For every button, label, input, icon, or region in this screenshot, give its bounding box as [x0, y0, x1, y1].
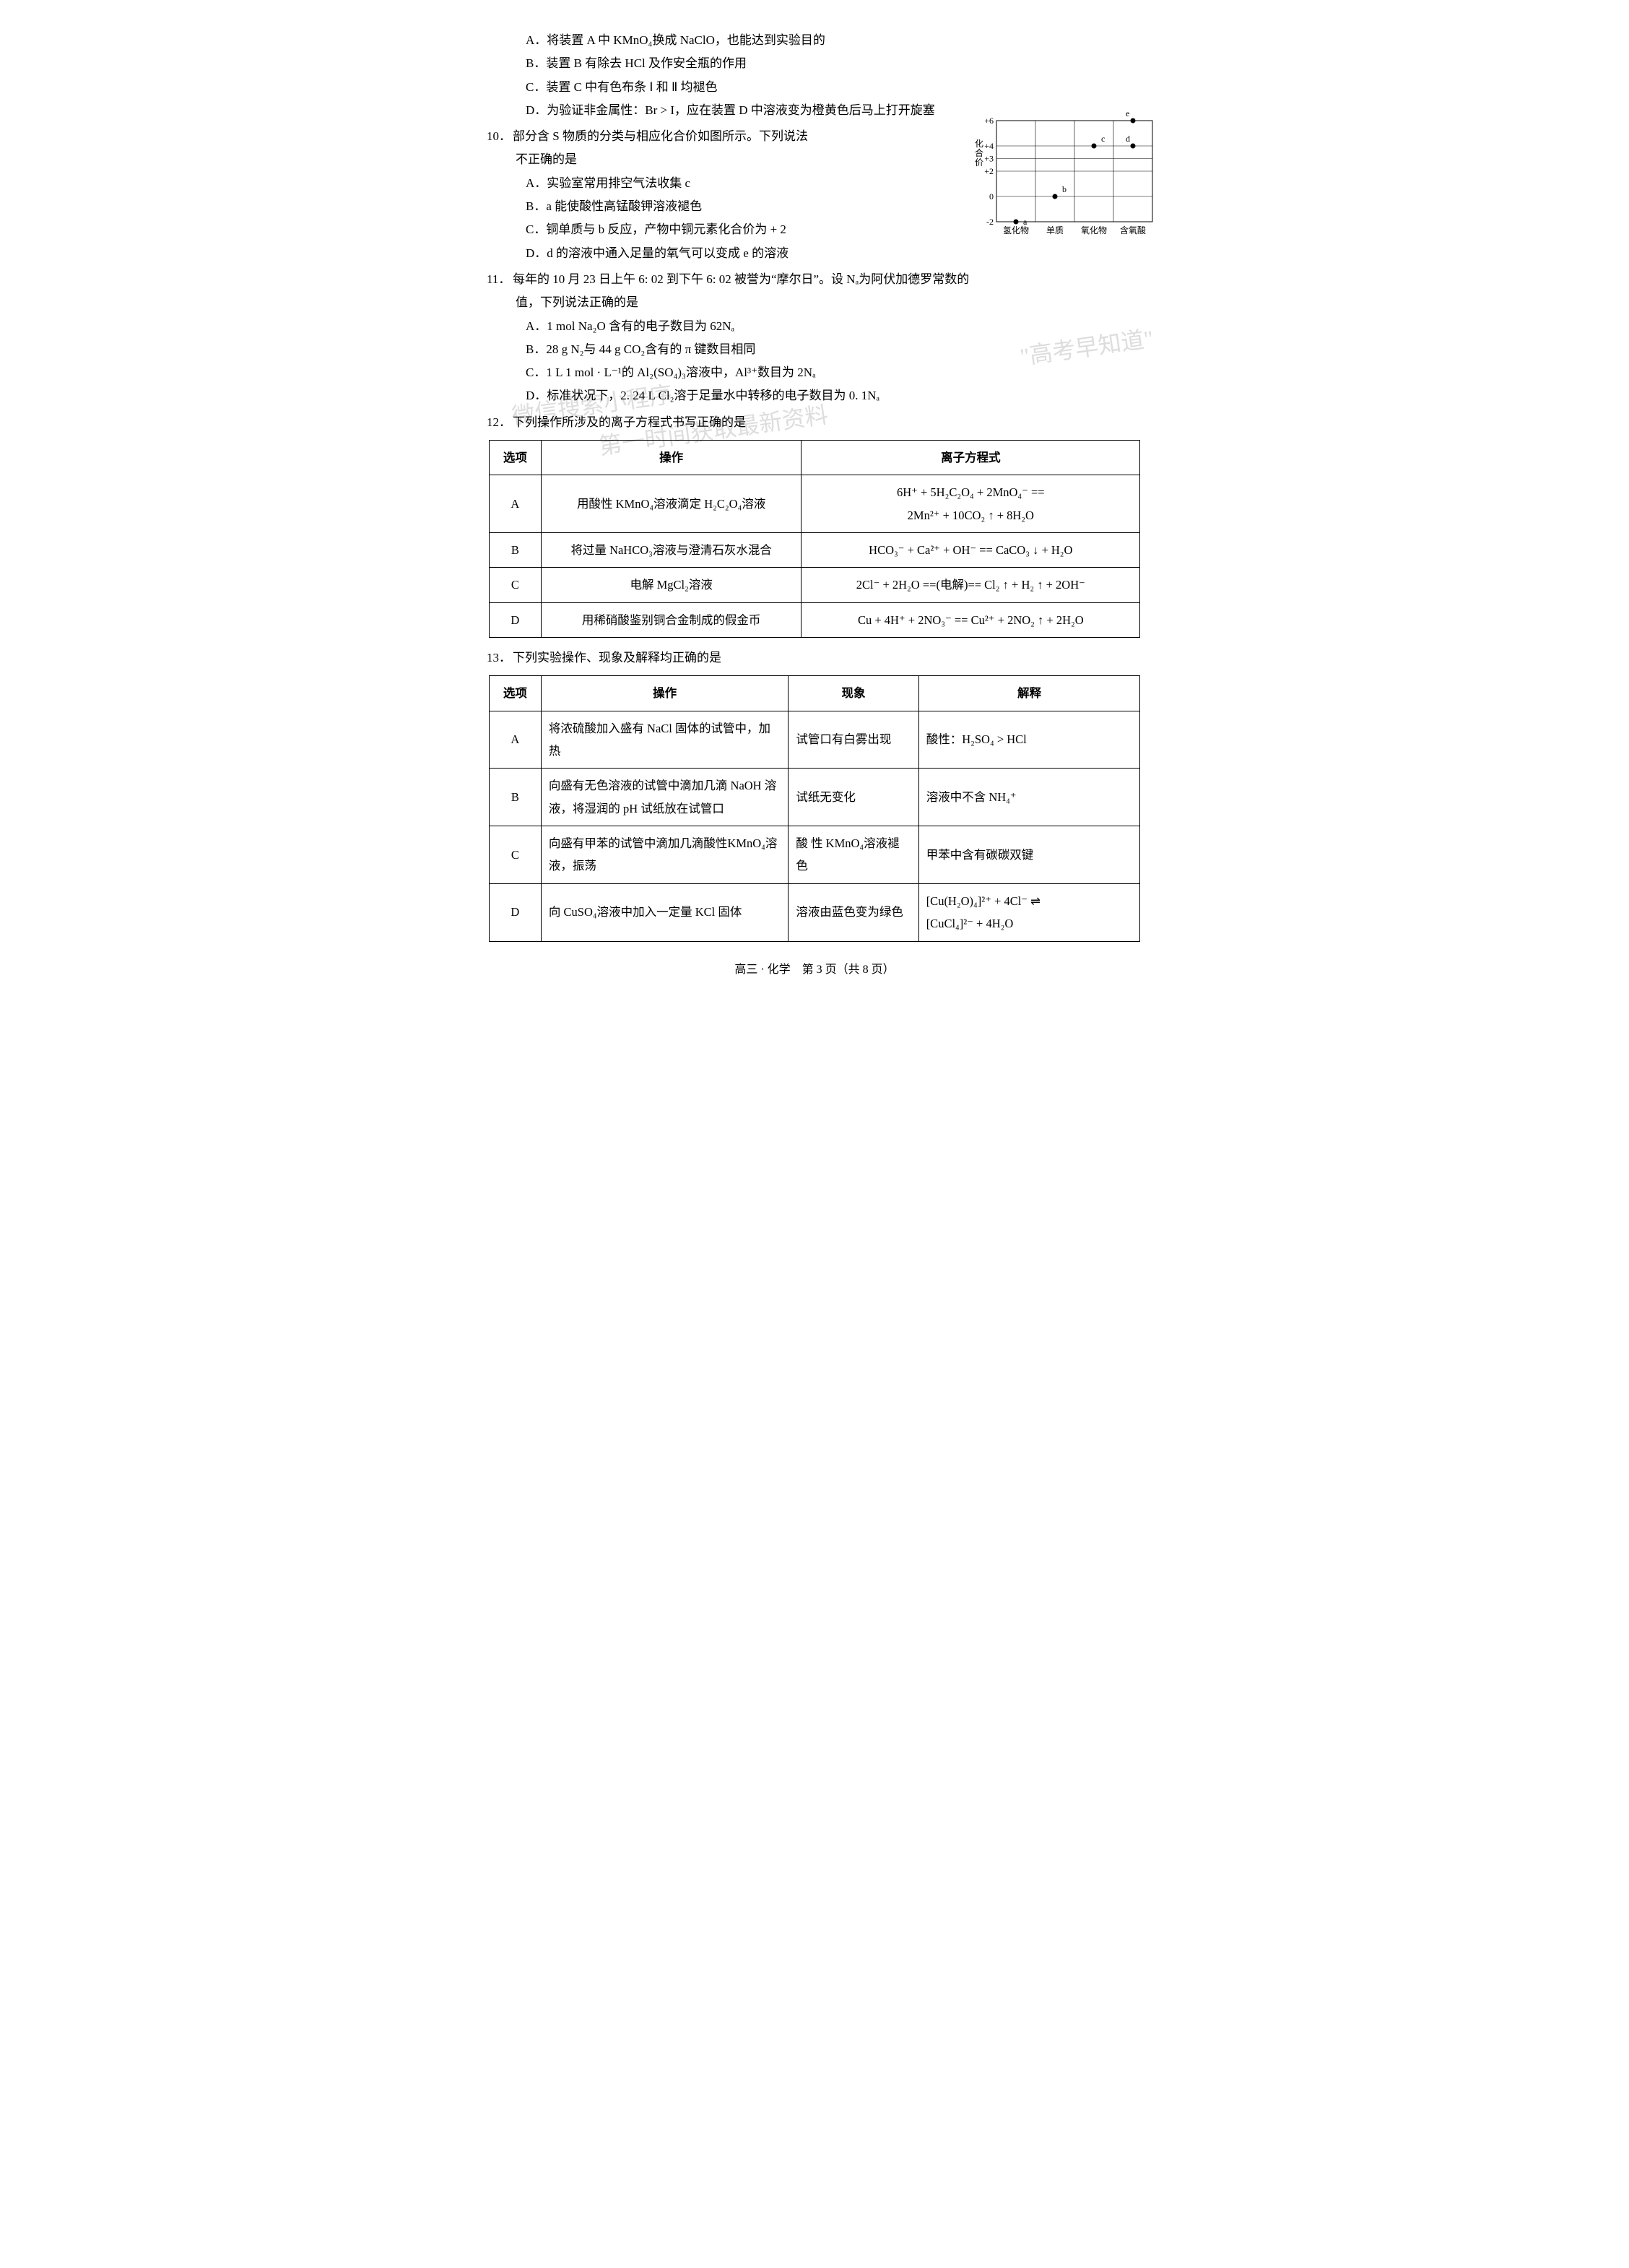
q13-phen: 酸 性 KMnO₄溶液褪色 [789, 826, 918, 884]
q12-op: 电解 MgCl₂溶液 [541, 568, 802, 602]
q13-opt: D [489, 883, 541, 941]
q10-opt-c: C．铜单质与 b 反应，产物中铜元素化合价为 + 2 [468, 218, 901, 241]
q12-opt: B [489, 533, 541, 568]
q13-phen: 试纸无变化 [789, 769, 918, 826]
q13-expl: 酸性：H₂SO₄ > HCl [918, 711, 1140, 769]
q10-stem2: 不正确的是 [468, 148, 901, 171]
q10-opt-a: A．实验室常用排空气法收集 c [468, 172, 901, 195]
q12-eq: 6H⁺ + 5H₂C₂O₄ + 2MnO₄⁻ ==2Mn²⁺ + 10CO₂ ↑… [802, 475, 1140, 533]
svg-text:+6: +6 [984, 116, 994, 126]
svg-text:-2: -2 [986, 217, 994, 227]
table-row: B向盛有无色溶液的试管中滴加几滴 NaOH 溶液，将湿润的 pH 试纸放在试管口… [489, 769, 1139, 826]
q13-th: 现象 [789, 676, 918, 711]
q13-op: 将浓硫酸加入盛有 NaCl 固体的试管中，加热 [541, 711, 789, 769]
table-row: C向盛有甲苯的试管中滴加几滴酸性KMnO₄溶液，振荡酸 性 KMnO₄溶液褪色甲… [489, 826, 1139, 884]
q13-stem: 下列实验操作、现象及解释均正确的是 [513, 651, 721, 665]
q11-opt-d: D．标准状况下，2. 24 L Cl₂溶于足量水中转移的电子数目为 0. 1Nₐ [468, 384, 1161, 407]
svg-text:氧化物: 氧化物 [1081, 225, 1107, 235]
q13-table: 选项操作现象解释A将浓硫酸加入盛有 NaCl 固体的试管中，加热试管口有白雾出现… [489, 675, 1140, 941]
q11: "高考早知道" 微信搜索小程序 第一时间获取最新资料 11．每年的 10 月 2… [468, 268, 1161, 408]
q13-op: 向 CuSO₄溶液中加入一定量 KCl 固体 [541, 883, 789, 941]
svg-text:0: 0 [989, 191, 994, 202]
q9-opt-a: A．将装置 A 中 KMnO₄换成 NaClO，也能达到实验目的 [468, 29, 1161, 52]
q9-options: A．将装置 A 中 KMnO₄换成 NaClO，也能达到实验目的 B．装置 B … [468, 29, 1161, 122]
q12-op: 将过量 NaHCO₃溶液与澄清石灰水混合 [541, 533, 802, 568]
q12-eq: Cu + 4H⁺ + 2NO₃⁻ == Cu²⁺ + 2NO₂ ↑ + 2H₂O [802, 602, 1140, 637]
q13-op: 向盛有甲苯的试管中滴加几滴酸性KMnO₄溶液，振荡 [541, 826, 789, 884]
svg-text:+2: +2 [984, 166, 994, 176]
q13-opt: B [489, 769, 541, 826]
svg-text:e: e [1126, 112, 1129, 118]
q12-num: 12． [487, 411, 513, 434]
q11-opt-c: C．1 L 1 mol · L⁻¹的 Al₂(SO₄)₃溶液中，Al³⁺数目为 … [468, 361, 1161, 384]
q13-op: 向盛有无色溶液的试管中滴加几滴 NaOH 溶液，将湿润的 pH 试纸放在试管口 [541, 769, 789, 826]
table-row: C电解 MgCl₂溶液2Cl⁻ + 2H₂O ==(电解)== Cl₂ ↑ + … [489, 568, 1139, 602]
q10-stem1: 部分含 S 物质的分类与相应化合价如图所示。下列说法 [513, 129, 808, 143]
q13-expl: 溶液中不含 NH₄⁺ [918, 769, 1140, 826]
svg-text:b: b [1062, 184, 1067, 194]
q11-stem1: 每年的 10 月 23 日上午 6: 02 到下午 6: 02 被誉为“摩尔日”… [513, 272, 969, 286]
q13-num: 13． [487, 646, 513, 670]
q12-eq: HCO₃⁻ + Ca²⁺ + OH⁻ == CaCO₃ ↓ + H₂O [802, 533, 1140, 568]
q13-th: 解释 [918, 676, 1140, 711]
svg-text:化合价: 化合价 [975, 139, 983, 168]
q11-opt-a: A．1 mol Na₂O 含有的电子数目为 62Nₐ [468, 315, 1161, 338]
q12-op: 用稀硝酸鉴别铜合金制成的假金币 [541, 602, 802, 637]
q13-opt: C [489, 826, 541, 884]
q10-opt-d: D．d 的溶液中通入足量的氧气可以变成 e 的溶液 [468, 242, 901, 265]
svg-text:a: a [1023, 217, 1028, 227]
q13-opt: A [489, 711, 541, 769]
q13: 13．下列实验操作、现象及解释均正确的是 选项操作现象解释A将浓硫酸加入盛有 N… [468, 646, 1161, 941]
q10: 10．部分含 S 物质的分类与相应化合价如图所示。下列说法 不正确的是 A．实验… [468, 125, 1161, 265]
q10-chart-svg: +6+4+3+20-2化合价氢化物单质氧化物含氧酸abcde [970, 112, 1165, 246]
table-row: A将浓硫酸加入盛有 NaCl 固体的试管中，加热试管口有白雾出现酸性：H₂SO₄… [489, 711, 1139, 769]
table-row: D用稀硝酸鉴别铜合金制成的假金币Cu + 4H⁺ + 2NO₃⁻ == Cu²⁺… [489, 602, 1139, 637]
q12: 12．下列操作所涉及的离子方程式书写正确的是 选项操作离子方程式A用酸性 KMn… [468, 411, 1161, 638]
q13-th: 操作 [541, 676, 789, 711]
q13-th: 选项 [489, 676, 541, 711]
q11-num: 11． [487, 268, 513, 291]
table-row: A用酸性 KMnO₄溶液滴定 H₂C₂O₄溶液6H⁺ + 5H₂C₂O₄ + 2… [489, 475, 1139, 533]
q13-phen: 试管口有白雾出现 [789, 711, 918, 769]
q12-eq: 2Cl⁻ + 2H₂O ==(电解)== Cl₂ ↑ + H₂ ↑ + 2OH⁻ [802, 568, 1140, 602]
q12-op: 用酸性 KMnO₄溶液滴定 H₂C₂O₄溶液 [541, 475, 802, 533]
table-row: B将过量 NaHCO₃溶液与澄清石灰水混合HCO₃⁻ + Ca²⁺ + OH⁻ … [489, 533, 1139, 568]
q12-th: 离子方程式 [802, 441, 1140, 475]
q12-th: 操作 [541, 441, 802, 475]
q11-stem2: 值，下列说法正确的是 [468, 291, 1161, 314]
q12-opt: D [489, 602, 541, 637]
q13-phen: 溶液由蓝色变为绿色 [789, 883, 918, 941]
q9-opt-b: B．装置 B 有除去 HCl 及作安全瓶的作用 [468, 52, 1161, 75]
svg-text:+4: +4 [984, 141, 994, 151]
svg-text:d: d [1126, 134, 1130, 144]
svg-text:单质: 单质 [1046, 225, 1064, 235]
q13-expl: [Cu(H₂O)₄]²⁺ + 4Cl⁻ ⇌[CuCl₄]²⁻ + 4H₂O [918, 883, 1140, 941]
q10-chart: +6+4+3+20-2化合价氢化物单质氧化物含氧酸abcde [970, 112, 1165, 246]
q10-num: 10． [487, 125, 513, 148]
table-row: D向 CuSO₄溶液中加入一定量 KCl 固体溶液由蓝色变为绿色[Cu(H₂O)… [489, 883, 1139, 941]
q12-table: 选项操作离子方程式A用酸性 KMnO₄溶液滴定 H₂C₂O₄溶液6H⁺ + 5H… [489, 440, 1140, 638]
svg-text:c: c [1101, 134, 1105, 144]
svg-text:+3: +3 [984, 154, 994, 164]
q10-opt-b: B．a 能使酸性高锰酸钾溶液褪色 [468, 195, 901, 218]
q13-expl: 甲苯中含有碳碳双键 [918, 826, 1140, 884]
q12-stem: 下列操作所涉及的离子方程式书写正确的是 [513, 415, 746, 429]
q12-opt: C [489, 568, 541, 602]
page-footer: 高三 · 化学 第 3 页（共 8 页） [468, 959, 1161, 981]
q12-opt: A [489, 475, 541, 533]
q11-opt-b: B．28 g N₂与 44 g CO₂含有的 π 键数目相同 [468, 338, 1161, 361]
svg-text:含氧酸: 含氧酸 [1120, 225, 1146, 235]
q9-opt-c: C．装置 C 中有色布条 Ⅰ 和 Ⅱ 均褪色 [468, 76, 1161, 99]
q12-th: 选项 [489, 441, 541, 475]
